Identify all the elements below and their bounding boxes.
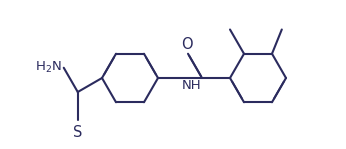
Text: NH: NH [182, 79, 202, 92]
Text: S: S [73, 125, 82, 140]
Text: H$_2$N: H$_2$N [35, 60, 62, 75]
Text: O: O [181, 37, 193, 52]
